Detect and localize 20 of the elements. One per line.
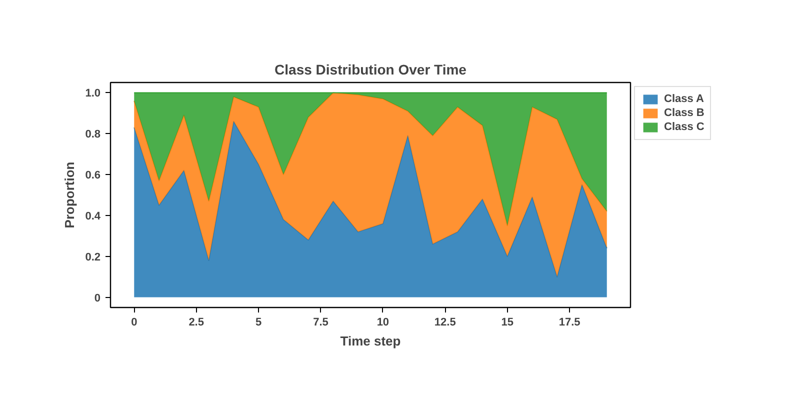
x-tick-label: 2.5: [188, 316, 204, 328]
x-tick-label: 10: [376, 316, 390, 328]
x-tick-label: 12.5: [434, 316, 456, 328]
legend-label: Class A: [664, 93, 704, 105]
legend-label: Class C: [664, 121, 704, 133]
x-tick-label: 7.5: [313, 316, 328, 328]
y-tick-label: 1.0: [85, 88, 101, 100]
y-tick-label: 0.8: [85, 128, 101, 141]
x-tick-label: 5: [255, 316, 262, 328]
y-tick-label: 0.2: [85, 251, 101, 264]
y-tick-label: 0.6: [85, 170, 101, 182]
legend-label: Class B: [664, 107, 704, 119]
y-tick-label: 0.4: [85, 210, 102, 222]
y-tick-label: 0: [94, 292, 101, 304]
x-tick-label: 0: [131, 316, 138, 328]
x-tick-label: 15: [501, 316, 514, 328]
chart-title: Class Distribution Over Time: [274, 62, 467, 78]
x-axis-title: Time step: [340, 334, 401, 348]
y-axis-title: Proportion: [62, 162, 78, 228]
x-tick-label: 17.5: [558, 316, 580, 328]
